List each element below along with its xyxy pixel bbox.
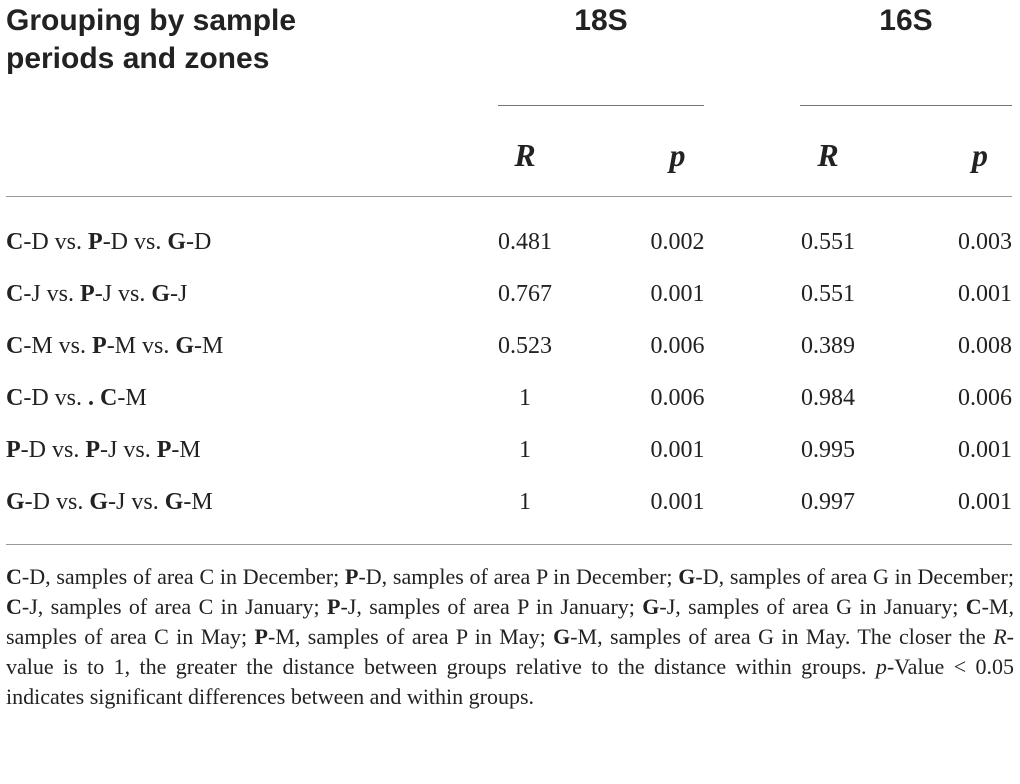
header-title-line2: periods and zones (6, 42, 270, 75)
cell-r-18s: 1 (519, 385, 531, 411)
subheader-r-16s: R (817, 137, 839, 173)
row-label: C-D vs. . C-M (6, 385, 147, 411)
group-header-16s: 16S (879, 4, 933, 37)
cell-r-18s: 1 (519, 437, 531, 463)
cell-p-18s: 0.002 (650, 229, 705, 255)
row-label: C-D vs. P-D vs. G-D (6, 229, 212, 255)
cell-r-18s: 0.767 (498, 281, 552, 307)
cell-p-18s: 0.001 (650, 437, 705, 463)
cell-p-16s: 0.001 (958, 489, 1012, 515)
table-header-title: Grouping by sample periods and zones (6, 2, 296, 78)
cell-r-16s: 0.984 (801, 385, 855, 411)
header-divider (6, 196, 1012, 197)
cell-r-16s: 0.997 (801, 489, 855, 515)
cell-p-18s: 0.001 (650, 281, 705, 307)
group-rule-18s (498, 105, 704, 106)
table-row: P-D vs. P-J vs. P-M 1 0.001 0.995 0.001 (0, 434, 1020, 486)
cell-p-16s: 0.008 (958, 333, 1012, 359)
table-row: C-D vs. P-D vs. G-D 0.481 0.002 0.551 0.… (0, 226, 1020, 278)
table-row: C-M vs. P-M vs. G-M 0.523 0.006 0.389 0.… (0, 330, 1020, 382)
cell-p-16s: 0.001 (958, 281, 1012, 307)
table-footnote: C-D, samples of area C in December; P-D,… (6, 564, 1014, 709)
header-title-line1: Grouping by sample (6, 4, 297, 37)
cell-r-16s: 0.551 (801, 229, 855, 255)
cell-p-16s: 0.006 (958, 385, 1012, 411)
cell-r-18s: 0.523 (498, 333, 552, 359)
row-label: G-D vs. G-J vs. G-M (6, 489, 213, 515)
row-label: P-D vs. P-J vs. P-M (6, 437, 201, 463)
cell-r-16s: 0.389 (801, 333, 855, 359)
cell-r-16s: 0.995 (801, 437, 855, 463)
cell-r-18s: 1 (519, 489, 531, 515)
group-header-18s: 18S (574, 4, 628, 37)
subheader-p-18s: p (669, 137, 686, 173)
cell-p-18s: 0.006 (650, 333, 705, 359)
cell-p-16s: 0.001 (958, 437, 1012, 463)
row-label: C-J vs. P-J vs. G-J (6, 281, 188, 307)
cell-p-16s: 0.003 (958, 229, 1012, 255)
footer-divider (6, 544, 1012, 545)
table-row: C-D vs. . C-M 1 0.006 0.984 0.006 (0, 382, 1020, 434)
cell-r-16s: 0.551 (801, 281, 855, 307)
subheader-p-16s: p (972, 137, 988, 173)
cell-r-18s: 0.481 (498, 229, 552, 255)
cell-p-18s: 0.001 (650, 489, 705, 515)
subheader-r-18s: R (514, 137, 536, 173)
table-row: G-D vs. G-J vs. G-M 1 0.001 0.997 0.001 (0, 486, 1020, 538)
group-rule-16s (800, 105, 1012, 106)
cell-p-18s: 0.006 (650, 385, 705, 411)
row-label: C-M vs. P-M vs. G-M (6, 333, 224, 359)
table-row: C-J vs. P-J vs. G-J 0.767 0.001 0.551 0.… (0, 278, 1020, 330)
